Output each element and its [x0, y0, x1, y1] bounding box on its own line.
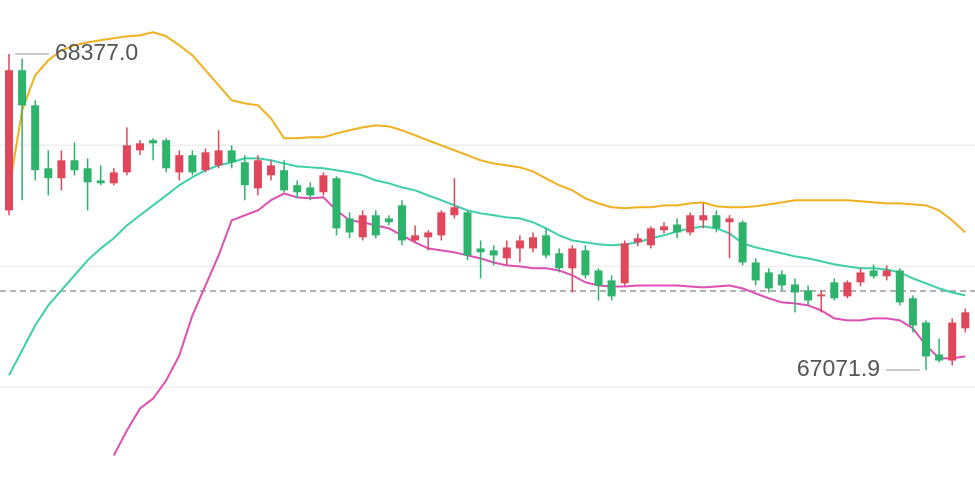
candle-body — [804, 290, 813, 301]
candle-body — [424, 232, 433, 238]
candle-body — [280, 170, 289, 191]
candle-body — [633, 238, 642, 243]
candle-body — [489, 250, 498, 256]
candle-body — [319, 175, 328, 193]
candle-body — [555, 253, 564, 269]
candle-body — [895, 270, 904, 303]
candle-body — [227, 150, 236, 163]
candle-body — [922, 322, 930, 357]
candle-body — [869, 270, 878, 277]
candle-body — [948, 322, 957, 361]
candle-body — [214, 150, 223, 166]
band-line — [112, 192, 966, 456]
candle-body — [109, 172, 118, 184]
candle-body — [725, 218, 734, 223]
candle-body — [201, 152, 210, 171]
candle-body — [568, 248, 577, 269]
candle-body — [136, 143, 144, 151]
candle-body — [384, 218, 393, 223]
candle-body — [31, 105, 40, 171]
candle-body — [253, 160, 262, 189]
candle-body — [529, 237, 537, 249]
candle-body — [542, 235, 551, 256]
candle-body — [607, 280, 616, 297]
candle-body — [162, 140, 171, 169]
candle-body — [476, 248, 485, 253]
candle-body — [882, 270, 891, 277]
candle-body — [751, 262, 760, 281]
candle-body — [686, 215, 695, 233]
candle-body — [345, 218, 354, 233]
candle-body — [240, 162, 249, 186]
candle-body — [581, 250, 590, 276]
candle-body — [620, 243, 629, 284]
candle-body — [699, 215, 708, 221]
candle-body — [371, 215, 380, 236]
candle-body — [18, 70, 27, 106]
candle-body — [856, 272, 865, 283]
candle-body — [646, 228, 655, 246]
candle-body — [817, 294, 826, 297]
candle-body — [149, 140, 158, 144]
band-line — [8, 157, 966, 376]
candle-body — [791, 284, 799, 293]
candle-body — [70, 160, 79, 171]
candle-body — [764, 272, 773, 289]
candle-body — [83, 168, 92, 183]
candle-body — [450, 207, 459, 216]
candle-body — [830, 282, 839, 299]
candle-body — [293, 185, 302, 193]
candle-body — [961, 312, 970, 329]
annotation-label: 68377.0 — [55, 39, 138, 65]
candle-body — [515, 240, 524, 249]
candle-body — [411, 235, 420, 241]
band-line — [8, 31, 966, 234]
annotation-label: 67071.9 — [797, 355, 880, 381]
candle-body — [738, 222, 747, 263]
candle-body — [175, 155, 184, 173]
candle-body — [122, 145, 131, 173]
candle-body — [44, 168, 53, 179]
candle-body — [398, 205, 406, 241]
candle-body — [358, 215, 367, 238]
candle-body — [908, 298, 917, 326]
candle-body — [57, 160, 66, 179]
candle-body — [660, 226, 668, 231]
candle-body — [96, 180, 105, 184]
candle-body — [306, 187, 315, 196]
candle-body — [935, 354, 944, 361]
candle-body — [332, 178, 341, 229]
candle-body — [843, 282, 852, 297]
candle-body — [188, 155, 197, 173]
candle-body — [502, 247, 511, 259]
candle-body — [673, 224, 682, 233]
candle-body — [5, 70, 13, 211]
candle-body — [594, 270, 603, 286]
candle-body — [267, 165, 275, 176]
candle-body — [437, 212, 446, 236]
candle-body — [712, 215, 721, 229]
candle-body — [463, 212, 472, 256]
candle-body — [777, 274, 786, 286]
